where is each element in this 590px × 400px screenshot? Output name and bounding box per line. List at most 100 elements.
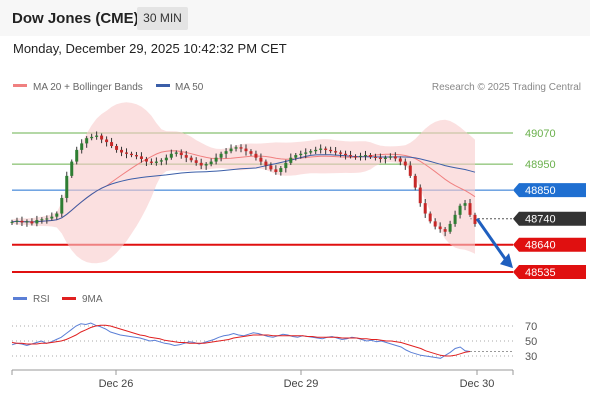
ma50-line <box>11 154 476 223</box>
candle-bull <box>219 153 223 158</box>
forecast-arrow-shaft <box>475 217 508 261</box>
candle-bull <box>304 152 308 154</box>
candle-bull <box>90 136 94 139</box>
candle-bull <box>319 148 323 150</box>
rsi-tick-label: 70 <box>525 321 537 333</box>
candle-bear <box>344 153 348 156</box>
candle-bear <box>329 149 333 152</box>
candle-bear <box>115 145 119 150</box>
x-tick-label: Dec 30 <box>460 378 495 390</box>
candle-bull <box>50 216 54 219</box>
candle-bear <box>373 156 377 158</box>
candle-bull <box>164 157 168 161</box>
x-tick-label: Dec 29 <box>284 378 319 390</box>
candle-bull <box>95 135 99 137</box>
candle-bull <box>209 161 213 165</box>
candle-bear <box>110 142 114 146</box>
candle-bear <box>274 169 278 172</box>
candle-bear <box>334 151 338 153</box>
candle-bear <box>189 157 193 161</box>
candle-bear <box>339 152 343 154</box>
candle-bull <box>204 164 208 166</box>
candle-bull <box>169 153 173 158</box>
candle-bull <box>358 155 362 157</box>
price-tag-label: 48850 <box>525 185 556 197</box>
rsi-ma-legend-swatch <box>62 297 76 300</box>
rsi-ma-line <box>11 324 471 357</box>
chart-timestamp: Monday, December 29, 2025 10:42:32 PM CE… <box>13 41 287 56</box>
candle-bear <box>269 165 273 170</box>
rsi-legend-label: RSI <box>33 294 50 305</box>
candle-bull <box>289 157 293 163</box>
candle-bull <box>40 219 44 221</box>
candle-bull <box>383 157 387 159</box>
rsi-ma-legend-label: 9MA <box>82 294 103 305</box>
candle-bull <box>75 149 79 162</box>
candle-bear <box>408 165 412 176</box>
candle-bull <box>234 147 238 149</box>
candle-bear <box>398 158 402 162</box>
candle-bear <box>349 155 353 157</box>
candle-bear <box>354 156 358 158</box>
forecast-arrow-head <box>500 253 513 269</box>
candle-bear <box>134 155 138 157</box>
price-tag-label: 48740 <box>525 214 556 226</box>
candle-bear <box>199 162 203 166</box>
candle-bull <box>10 221 14 223</box>
rsi-plot-area: 70 50 30 <box>11 321 537 363</box>
candle-bear <box>264 161 268 166</box>
rsi-tick-label: 50 <box>525 336 537 348</box>
ma20-legend-swatch <box>13 84 27 87</box>
candle-bull <box>70 161 74 176</box>
price-tag-label: 48640 <box>525 240 556 252</box>
candle-bull <box>35 220 39 224</box>
candle-bear <box>413 175 417 188</box>
candle-bull <box>279 168 283 172</box>
candle-bear <box>20 220 24 223</box>
candle-bull <box>363 155 367 157</box>
candle-bear <box>139 156 143 159</box>
candle-bull <box>25 221 29 223</box>
candle-bull <box>154 161 158 163</box>
x-tick-label: Dec 26 <box>99 378 134 390</box>
candle-bull <box>174 152 178 154</box>
candle-bear <box>428 213 432 222</box>
candle-bear <box>125 152 129 154</box>
candle-bull <box>463 203 467 206</box>
candle-bear <box>368 155 372 157</box>
ma50-legend-label: MA 50 <box>175 82 204 93</box>
candle-bear <box>120 149 124 153</box>
candle-bull <box>294 155 298 158</box>
candle-bear <box>433 221 437 227</box>
bollinger-band-fill <box>12 102 475 264</box>
candle-bull <box>60 197 64 214</box>
candle-bear <box>129 153 133 156</box>
candle-bear <box>179 152 183 156</box>
rsi-line <box>11 322 471 359</box>
candle-bull <box>15 220 19 222</box>
ma20-legend-label: MA 20 + Bollinger Bands <box>33 82 143 93</box>
candle-bear <box>239 147 243 149</box>
ma50-legend-swatch <box>156 84 170 87</box>
candle-bear <box>403 161 407 166</box>
timeframe-badge[interactable]: 30 MIN <box>137 7 188 30</box>
support-price-tag <box>513 237 586 252</box>
price-tag-label: 48535 <box>525 267 556 279</box>
candle-bull <box>284 162 288 169</box>
candle-bull <box>229 148 233 152</box>
candle-bull <box>65 175 69 198</box>
candle-bear <box>30 221 34 224</box>
candle-bull <box>314 149 318 152</box>
candle-bear <box>418 187 422 204</box>
candle-bull <box>214 157 218 162</box>
candle-bear <box>473 214 477 224</box>
candle-bear <box>378 157 382 159</box>
candle-bear <box>144 158 148 162</box>
support-price-tag <box>513 265 586 279</box>
candle-bear <box>249 151 253 154</box>
candle-bull <box>45 218 49 220</box>
candle-bear <box>468 203 472 215</box>
candle-bull <box>55 213 59 217</box>
candle-bull <box>448 223 452 232</box>
